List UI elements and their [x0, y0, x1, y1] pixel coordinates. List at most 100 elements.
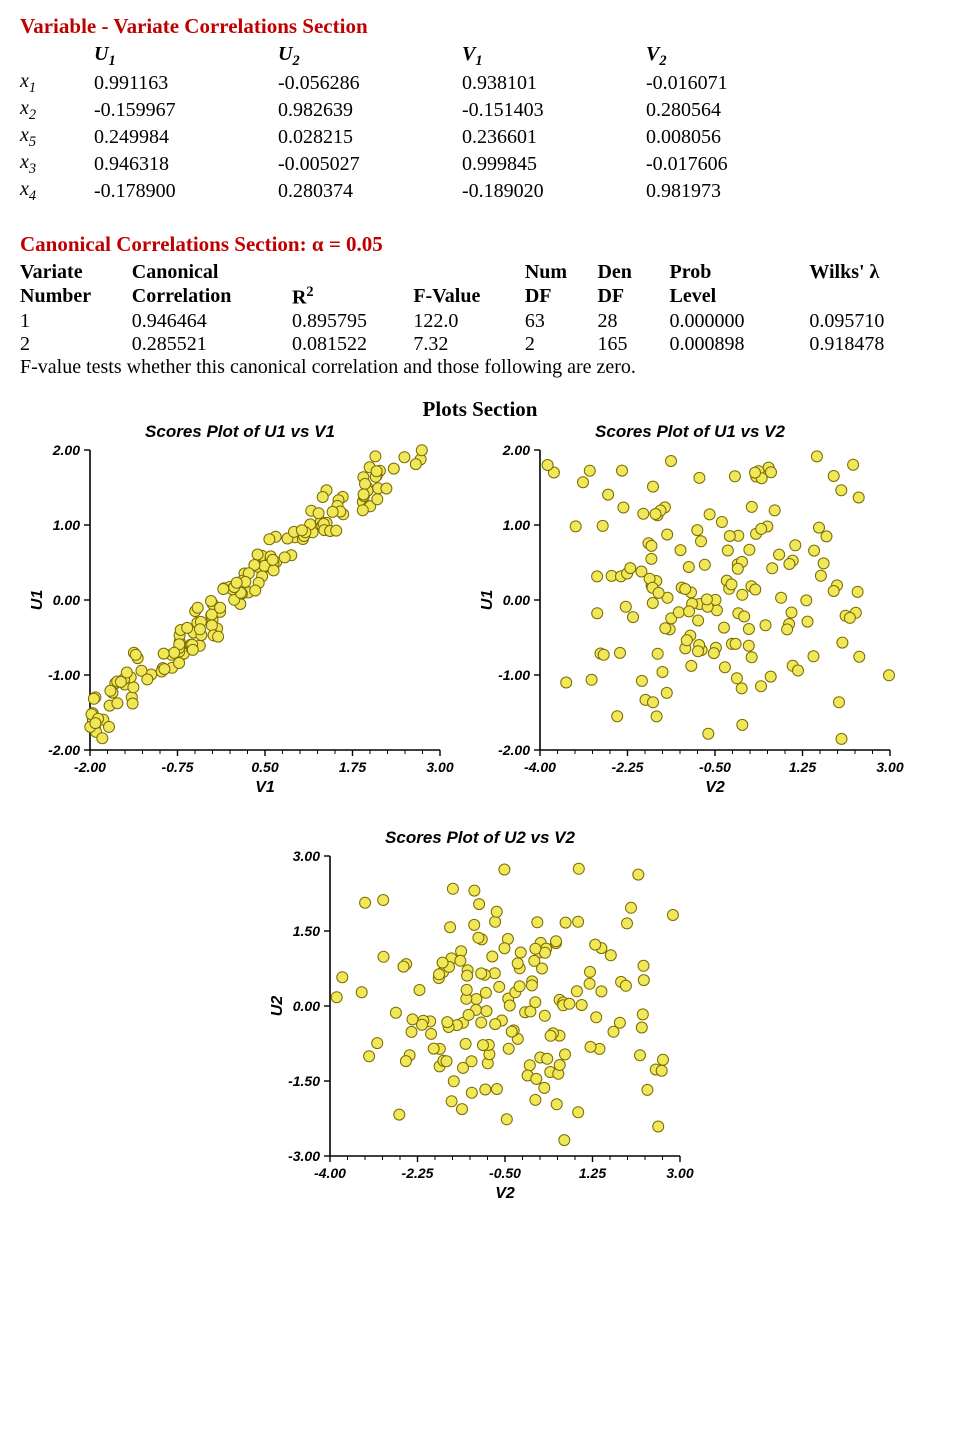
cell: 0.918478: [809, 333, 940, 356]
svg-text:-2.00: -2.00: [48, 742, 80, 758]
svg-text:3.00: 3.00: [293, 848, 320, 864]
svg-text:3.00: 3.00: [666, 1165, 693, 1181]
col-header: F-Value: [413, 284, 525, 310]
cell: 0.982639: [278, 97, 462, 124]
plots-section-title: Plots Section: [20, 397, 940, 422]
cell: 7.32: [413, 333, 525, 356]
svg-text:-4.00: -4.00: [524, 759, 556, 775]
col-header: [413, 261, 525, 284]
cell: 0.095710: [809, 310, 940, 333]
col-header: V2: [646, 43, 830, 70]
cell: 165: [597, 333, 669, 356]
cell: 2: [20, 333, 132, 356]
cell: -0.189020: [462, 178, 646, 205]
row-var: x1: [20, 70, 94, 97]
cell: 0.285521: [132, 333, 292, 356]
svg-text:U2: U2: [269, 995, 286, 1016]
cell: 0.028215: [278, 124, 462, 151]
svg-text:-2.25: -2.25: [402, 1165, 434, 1181]
row-var: x2: [20, 97, 94, 124]
svg-text:0.00: 0.00: [293, 998, 320, 1014]
cell: 28: [597, 310, 669, 333]
svg-text:-2.00: -2.00: [74, 759, 106, 775]
col-header: Variate: [20, 261, 132, 284]
col-header: V1: [462, 43, 646, 70]
svg-text:0.50: 0.50: [251, 759, 278, 775]
col-header: Level: [670, 284, 810, 310]
cell: 0.000898: [670, 333, 810, 356]
cell: 0.280564: [646, 97, 830, 124]
canonical-table: VariateCanonical NumDenProbWilks' λ Numbe…: [20, 261, 940, 356]
row-var: x3: [20, 151, 94, 178]
col-header: U1: [94, 43, 278, 70]
cell: 0.946318: [94, 151, 278, 178]
svg-text:-0.50: -0.50: [489, 1165, 521, 1181]
cell: 0.236601: [462, 124, 646, 151]
cell: 0.991163: [94, 70, 278, 97]
col-header: [292, 261, 413, 284]
plot-title: Scores Plot of U1 vs V1: [20, 422, 460, 442]
cell: 2: [525, 333, 598, 356]
cell: 0.249984: [94, 124, 278, 151]
svg-text:2.00: 2.00: [52, 442, 80, 458]
svg-text:-2.25: -2.25: [612, 759, 644, 775]
col-header: Wilks' λ: [809, 261, 940, 284]
cell: 63: [525, 310, 598, 333]
cell: 1: [20, 310, 132, 333]
scatter-plot-u1-v2: Scores Plot of U1 vs V2-2.00-1.000.001.0…: [470, 422, 910, 828]
svg-text:-3.00: -3.00: [288, 1148, 320, 1164]
col-header: Number: [20, 284, 132, 310]
svg-text:-1.00: -1.00: [498, 667, 530, 683]
cell: 122.0: [413, 310, 525, 333]
cell: -0.017606: [646, 151, 830, 178]
svg-text:U1: U1: [29, 589, 46, 610]
cell: 0.938101: [462, 70, 646, 97]
plot-title: Scores Plot of U2 vs V2: [260, 828, 700, 848]
cell: 0.280374: [278, 178, 462, 205]
svg-text:3.00: 3.00: [876, 759, 903, 775]
svg-text:V1: V1: [255, 779, 275, 796]
col-header: DF: [597, 284, 669, 310]
section1-title: Variable - Variate Correlations Section: [20, 14, 940, 39]
svg-text:-1.50: -1.50: [288, 1073, 320, 1089]
col-header: Den: [597, 261, 669, 284]
correlations-table: U1U2V1V2 x10.991163-0.0562860.938101-0.0…: [20, 43, 830, 205]
cell: -0.178900: [94, 178, 278, 205]
col-header: Canonical: [132, 261, 292, 284]
svg-text:3.00: 3.00: [426, 759, 453, 775]
svg-text:-4.00: -4.00: [314, 1165, 346, 1181]
cell: 0.999845: [462, 151, 646, 178]
svg-text:0.00: 0.00: [503, 592, 530, 608]
col-header: Num: [525, 261, 598, 284]
svg-text:U1: U1: [479, 589, 496, 610]
col-header: DF: [525, 284, 598, 310]
cell: -0.005027: [278, 151, 462, 178]
svg-text:-1.00: -1.00: [48, 667, 80, 683]
col-header: [809, 284, 940, 310]
row-var: x4: [20, 178, 94, 205]
svg-text:-0.75: -0.75: [162, 759, 194, 775]
col-header: [20, 43, 94, 70]
svg-text:0.00: 0.00: [53, 592, 80, 608]
svg-text:V2: V2: [495, 1185, 515, 1202]
scatter-plot-u2-v2: Scores Plot of U2 vs V2 -3.00 -1.50 0.00 1.5…: [260, 828, 700, 1234]
cell: 0.981973: [646, 178, 830, 205]
scatter-plot-u1-v1: Scores Plot of U1 vs V1 -2.00 -1.00 0.00 1.0…: [20, 422, 460, 828]
col-header: R2: [292, 284, 413, 310]
svg-text:1.00: 1.00: [53, 517, 80, 533]
svg-text:-0.50: -0.50: [699, 759, 731, 775]
cell: -0.016071: [646, 70, 830, 97]
cell: -0.151403: [462, 97, 646, 124]
col-header: Prob: [670, 261, 810, 284]
svg-text:2.00: 2.00: [502, 442, 530, 458]
svg-text:1.25: 1.25: [579, 1165, 606, 1181]
svg-text:1.50: 1.50: [293, 923, 320, 939]
cell: 0.946464: [132, 310, 292, 333]
cell: 0.000000: [670, 310, 810, 333]
plot-title: Scores Plot of U1 vs V2: [470, 422, 910, 442]
svg-text:1.75: 1.75: [339, 759, 366, 775]
svg-text:-2.00: -2.00: [498, 742, 530, 758]
svg-text:V2: V2: [705, 779, 725, 796]
cell: 0.895795: [292, 310, 413, 333]
row-var: x5: [20, 124, 94, 151]
